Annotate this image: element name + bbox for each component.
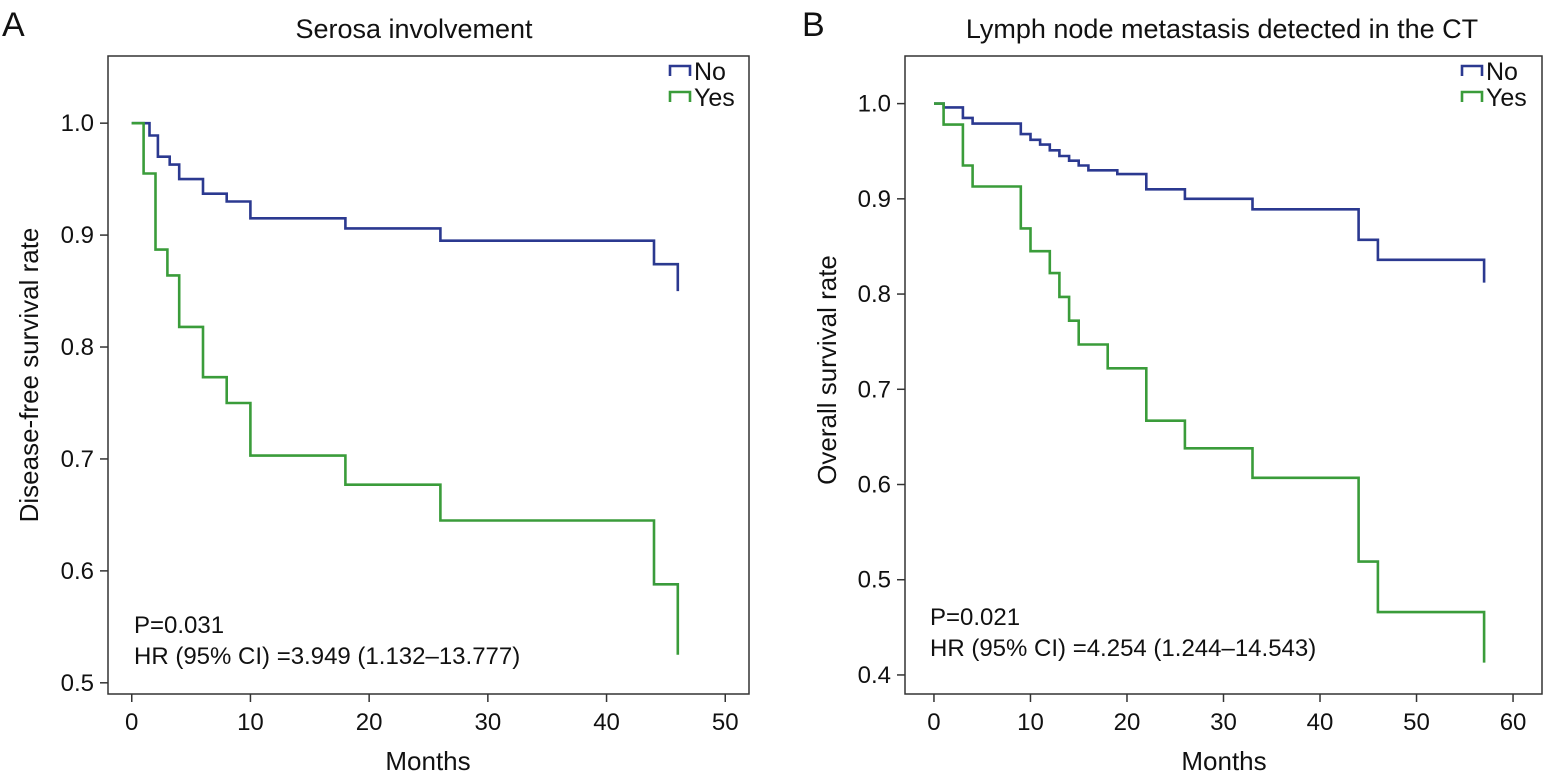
plot-frame-b — [904, 55, 1543, 695]
series-line-b-no — [934, 102, 1486, 283]
y-ticks-a: 0.5 0.6 0.7 0.8 0.9 1.0 — [61, 110, 108, 697]
plot-frame-a — [107, 55, 750, 695]
panel-b: B Lymph node metastasis detected in the … — [802, 6, 1543, 776]
x-tick-label-a-0: 0 — [125, 709, 138, 736]
series-line-a-no — [131, 121, 680, 292]
y-tick-label-a-3: 0.8 — [61, 334, 94, 361]
y-tick-label-a-1: 0.6 — [61, 558, 94, 585]
legend-swatch-b-no — [1460, 64, 1484, 76]
x-axis-label-b: Months — [1181, 746, 1266, 776]
y-tick-label-b-0: 0.4 — [858, 662, 891, 689]
x-tick-label-b-2: 20 — [1114, 709, 1141, 736]
x-ticks-a: 0 10 20 30 40 50 — [125, 694, 739, 736]
legend-label-b-no: No — [1486, 58, 1518, 86]
y-axis-label-b: Overall survival rate — [812, 255, 842, 485]
series-group-a — [131, 121, 680, 655]
x-tick-label-a-1: 10 — [237, 709, 264, 736]
x-ticks-b: 0 10 20 30 40 50 60 — [927, 694, 1526, 736]
x-tick-label-b-5: 50 — [1403, 709, 1430, 736]
y-tick-label-b-1: 0.5 — [858, 567, 891, 594]
x-tick-label-a-5: 50 — [712, 709, 739, 736]
panel-letter-b: B — [802, 6, 825, 44]
y-tick-label-a-4: 0.9 — [61, 222, 94, 249]
legend-label-a-no: No — [694, 58, 726, 86]
y-tick-label-b-6: 1.0 — [858, 91, 891, 118]
chart-title-a: Serosa involvement — [295, 14, 533, 44]
chart-title-b: Lymph node metastasis detected in the CT — [966, 14, 1478, 44]
x-tick-label-a-4: 40 — [593, 709, 620, 736]
p-value-annotation-a: P=0.031 — [134, 612, 224, 639]
x-tick-label-b-1: 10 — [1017, 709, 1044, 736]
y-tick-label-b-5: 0.9 — [858, 186, 891, 213]
y-tick-label-a-5: 1.0 — [61, 110, 94, 137]
x-tick-label-b-4: 40 — [1307, 709, 1334, 736]
y-tick-label-a-0: 0.5 — [61, 670, 94, 697]
panel-a: A Serosa involvement Months Disease-free… — [2, 6, 750, 776]
y-tick-label-b-3: 0.7 — [858, 376, 891, 403]
series-group-b — [934, 102, 1486, 663]
legend-label-a-yes: Yes — [694, 84, 735, 112]
p-value-annotation-b: P=0.021 — [930, 604, 1020, 631]
y-tick-label-b-4: 0.8 — [858, 281, 891, 308]
y-tick-label-a-2: 0.7 — [61, 446, 94, 473]
x-tick-label-a-2: 20 — [356, 709, 383, 736]
panel-letter-a: A — [2, 6, 25, 44]
x-tick-label-b-0: 0 — [927, 709, 940, 736]
y-ticks-b: 0.4 0.5 0.6 0.7 0.8 0.9 1.0 — [858, 91, 905, 689]
legend-swatch-b-yes — [1460, 90, 1484, 102]
legend-swatch-a-no — [668, 64, 692, 76]
y-tick-label-b-2: 0.6 — [858, 472, 891, 499]
hr-annotation-b: HR (95% CI) =4.254 (1.244–14.543) — [930, 635, 1316, 662]
legend-label-b-yes: Yes — [1486, 84, 1527, 112]
y-axis-label-a: Disease-free survival rate — [14, 228, 44, 523]
x-tick-label-b-3: 30 — [1210, 709, 1237, 736]
series-line-b-yes — [934, 102, 1486, 663]
x-axis-label-a: Months — [385, 746, 470, 776]
x-tick-label-b-6: 60 — [1500, 709, 1527, 736]
x-tick-label-a-3: 30 — [475, 709, 502, 736]
series-line-a-yes — [131, 121, 680, 655]
legend-swatch-a-yes — [668, 90, 692, 102]
hr-annotation-a: HR (95% CI) =3.949 (1.132–13.777) — [134, 643, 520, 670]
